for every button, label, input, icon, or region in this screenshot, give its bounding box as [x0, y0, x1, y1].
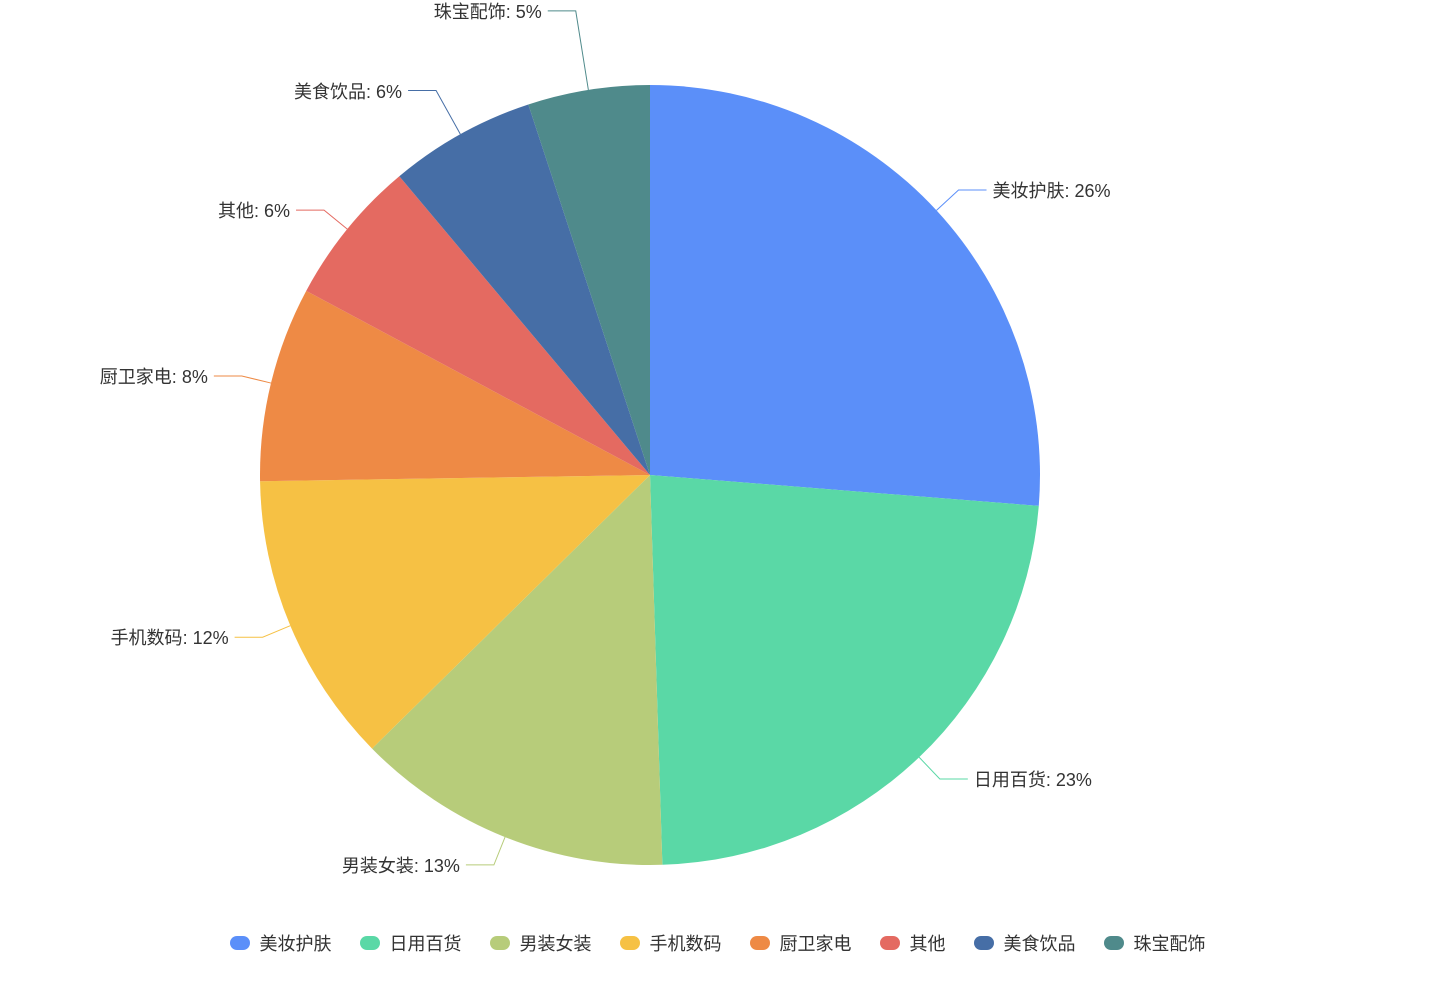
slice-label-name: 其他 [218, 201, 254, 221]
slice-label-separator: : [254, 201, 264, 221]
leader-line [548, 11, 589, 90]
slice-label-percent: 5% [516, 2, 542, 22]
legend-label: 珠宝配饰 [1134, 930, 1206, 956]
pie-chart-svg [0, 0, 1435, 990]
slice-label-percent: 6% [376, 82, 402, 102]
slice-label-name: 手机数码 [111, 628, 183, 648]
legend-label: 日用百货 [390, 930, 462, 956]
slice-label-separator: : [506, 2, 516, 22]
slice-label-name: 男装女装 [342, 856, 414, 876]
legend-swatch [360, 936, 380, 950]
legend-swatch [974, 936, 994, 950]
slice-label: 美食饮品: 6% [294, 78, 402, 104]
slice-label: 男装女装: 13% [342, 852, 460, 878]
slice-label: 日用百货: 23% [974, 766, 1092, 792]
leader-line [408, 91, 460, 135]
legend-swatch [750, 936, 770, 950]
legend-swatch [880, 936, 900, 950]
pie-slice[interactable] [650, 475, 1039, 865]
slice-label: 其他: 6% [218, 197, 290, 223]
slice-label-separator: : [366, 82, 376, 102]
legend-item[interactable]: 日用百货 [360, 930, 462, 956]
slice-label-separator: : [1065, 181, 1075, 201]
slice-label: 厨卫家电: 8% [100, 363, 208, 389]
pie-chart-container: 美妆护肤: 26% 日用百货: 23% 男装女装: 13% 手机数码: 12% 厨卫家电… [0, 0, 1435, 990]
legend-item[interactable]: 手机数码 [620, 930, 722, 956]
slice-label: 美妆护肤: 26% [993, 177, 1111, 203]
slice-label-separator: : [1046, 770, 1056, 790]
slice-label-separator: : [183, 628, 193, 648]
legend-item[interactable]: 美食饮品 [974, 930, 1076, 956]
legend-item[interactable]: 其他 [880, 930, 946, 956]
legend-swatch [1104, 936, 1124, 950]
leader-line [235, 626, 291, 638]
legend-label: 其他 [910, 930, 946, 956]
slice-label-percent: 6% [264, 201, 290, 221]
legend-item[interactable]: 珠宝配饰 [1104, 930, 1206, 956]
legend: 美妆护肤 日用百货 男装女装 手机数码 厨卫家电 其他 美食饮品 珠宝配饰 [0, 930, 1435, 956]
slice-label-name: 珠宝配饰 [434, 2, 506, 22]
leader-line [936, 190, 986, 210]
leader-line [296, 210, 347, 229]
legend-swatch [620, 936, 640, 950]
slice-label-name: 美食饮品 [294, 82, 366, 102]
legend-label: 男装女装 [520, 930, 592, 956]
slice-label-percent: 26% [1075, 181, 1111, 201]
slice-label-separator: : [414, 856, 424, 876]
legend-item[interactable]: 厨卫家电 [750, 930, 852, 956]
slice-label-name: 美妆护肤 [993, 181, 1065, 201]
slice-label-separator: : [172, 367, 182, 387]
slice-label-percent: 23% [1056, 770, 1092, 790]
slice-label-percent: 12% [193, 628, 229, 648]
legend-swatch [230, 936, 250, 950]
leader-line [214, 376, 271, 383]
slice-label: 手机数码: 12% [111, 624, 229, 650]
legend-label: 手机数码 [650, 930, 722, 956]
leader-line [919, 757, 968, 779]
slice-label: 珠宝配饰: 5% [434, 0, 542, 24]
legend-item[interactable]: 美妆护肤 [230, 930, 332, 956]
slice-label-name: 日用百货 [974, 770, 1046, 790]
pie-slice[interactable] [650, 85, 1040, 506]
slice-label-percent: 13% [424, 856, 460, 876]
slice-label-name: 厨卫家电 [100, 367, 172, 387]
legend-label: 美食饮品 [1004, 930, 1076, 956]
leader-line [466, 837, 505, 865]
slice-label-percent: 8% [182, 367, 208, 387]
legend-label: 厨卫家电 [780, 930, 852, 956]
legend-label: 美妆护肤 [260, 930, 332, 956]
legend-item[interactable]: 男装女装 [490, 930, 592, 956]
legend-swatch [490, 936, 510, 950]
